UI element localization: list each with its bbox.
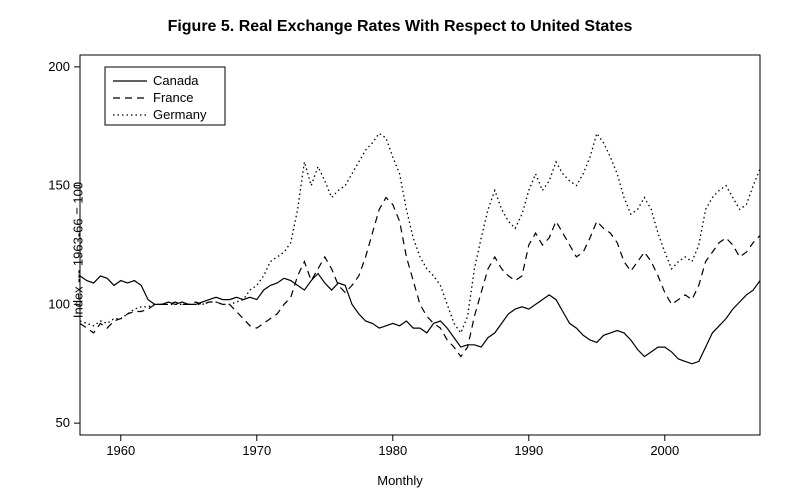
x-tick-label: 1970 xyxy=(242,443,271,458)
chart-container: Figure 5. Real Exchange Rates With Respe… xyxy=(0,0,800,500)
legend-label: Canada xyxy=(153,73,199,88)
y-tick-label: 100 xyxy=(48,296,70,311)
legend-label: France xyxy=(153,90,193,105)
plot-svg: 1960 1970 1980 1990 2000 50 100 150 200 Canada Fra… xyxy=(0,0,800,500)
x-tick-label: 2000 xyxy=(650,443,679,458)
x-tick-label: 1960 xyxy=(106,443,135,458)
y-tick-label: 200 xyxy=(48,59,70,74)
y-axis-label: Index --- 1963-66 = 100 xyxy=(71,182,86,318)
x-tick-label: 1990 xyxy=(514,443,543,458)
y-tick-label: 150 xyxy=(48,178,70,193)
y-tick-label: 50 xyxy=(56,415,70,430)
x-tick-label: 1980 xyxy=(378,443,407,458)
x-axis-label: Monthly xyxy=(0,473,800,488)
legend-label: Germany xyxy=(153,107,207,122)
chart-title: Figure 5. Real Exchange Rates With Respe… xyxy=(0,18,800,36)
